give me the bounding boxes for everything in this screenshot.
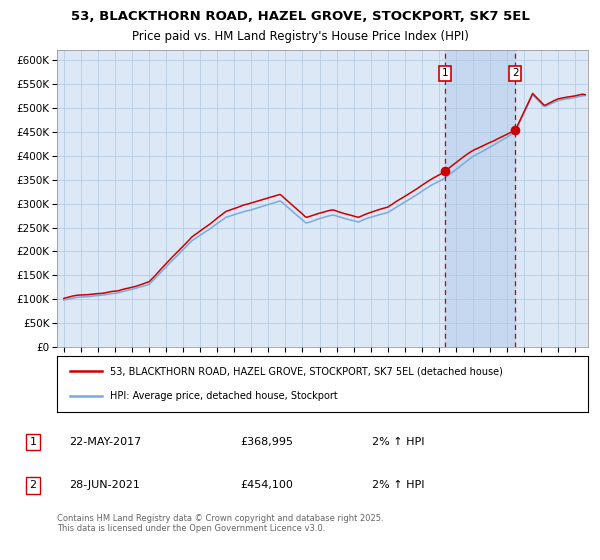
Text: 2: 2 <box>29 480 37 491</box>
Text: 22-MAY-2017: 22-MAY-2017 <box>69 437 141 447</box>
Text: 1: 1 <box>442 68 449 78</box>
Text: 28-JUN-2021: 28-JUN-2021 <box>69 480 140 491</box>
Text: HPI: Average price, detached house, Stockport: HPI: Average price, detached house, Stoc… <box>110 391 338 401</box>
Text: 53, BLACKTHORN ROAD, HAZEL GROVE, STOCKPORT, SK7 5EL: 53, BLACKTHORN ROAD, HAZEL GROVE, STOCKP… <box>71 10 529 23</box>
Text: 2% ↑ HPI: 2% ↑ HPI <box>372 437 425 447</box>
Text: 53, BLACKTHORN ROAD, HAZEL GROVE, STOCKPORT, SK7 5EL (detached house): 53, BLACKTHORN ROAD, HAZEL GROVE, STOCKP… <box>110 366 503 376</box>
Text: Price paid vs. HM Land Registry's House Price Index (HPI): Price paid vs. HM Land Registry's House … <box>131 30 469 43</box>
Text: £368,995: £368,995 <box>240 437 293 447</box>
Text: £454,100: £454,100 <box>240 480 293 491</box>
Text: 2: 2 <box>512 68 518 78</box>
Text: 2% ↑ HPI: 2% ↑ HPI <box>372 480 425 491</box>
Text: 1: 1 <box>29 437 37 447</box>
Bar <box>445 50 515 347</box>
Text: Contains HM Land Registry data © Crown copyright and database right 2025.
This d: Contains HM Land Registry data © Crown c… <box>57 514 383 534</box>
